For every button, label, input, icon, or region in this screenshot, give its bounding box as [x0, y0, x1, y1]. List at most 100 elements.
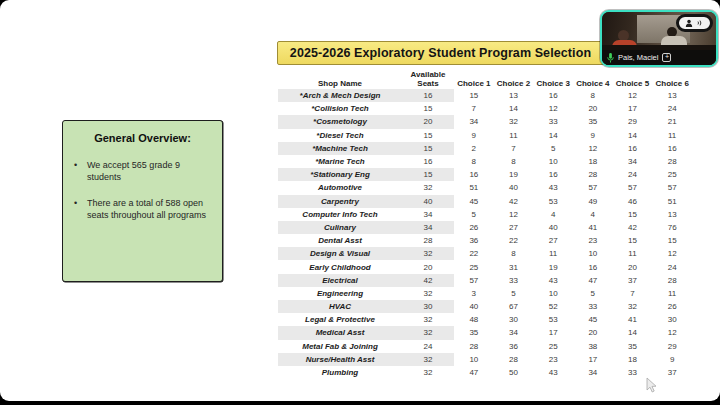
choice-3-cell: 16 [533, 89, 573, 102]
choice-4-cell: 16 [573, 260, 613, 273]
overview-bullet: We accept 565 grade 9 students [87, 159, 212, 183]
choice-2-cell: 22 [494, 234, 534, 247]
choice-5-cell: 41 [613, 313, 653, 326]
choice-3-cell: 40 [533, 221, 573, 234]
choice-1-cell: 51 [454, 181, 494, 194]
choice-4-cell: 17 [573, 353, 613, 366]
choice-1-cell: 2 [454, 142, 494, 155]
choice-5-cell: 14 [613, 129, 653, 142]
choice-4-cell: 34 [573, 366, 613, 379]
shop-name-cell: *Stationary Eng [278, 168, 402, 181]
choice-1-cell: 26 [454, 221, 494, 234]
webcam-tile[interactable]: Pais, Maciel [600, 10, 718, 67]
choice-5-cell: 24 [613, 168, 653, 181]
choice-3-cell: 43 [533, 181, 573, 194]
choice-1-cell: 57 [454, 274, 494, 287]
shop-name-cell: Culinary [278, 221, 402, 234]
shop-name-cell: *Marine Tech [278, 155, 402, 168]
choice-3-cell: 10 [533, 287, 573, 300]
table-row: Computer Info Tech34512441513 [278, 208, 692, 221]
choice-2-cell: 8 [494, 247, 534, 260]
choice-6-cell: 25 [652, 168, 692, 181]
choice-5-cell: 12 [613, 89, 653, 102]
table-row: Engineering3235105711 [278, 287, 692, 300]
choice-3-cell: 12 [533, 102, 573, 115]
available-seats-cell: 15 [402, 142, 454, 155]
person-audio-badge [676, 14, 713, 32]
available-seats-cell: 32 [402, 353, 454, 366]
choice-1-cell: 9 [454, 129, 494, 142]
available-seats-cell: 32 [402, 313, 454, 326]
table-row: *Arch & Mech Design1615131681213 [278, 89, 692, 102]
choice-6-cell: 76 [652, 221, 692, 234]
column-header: Choice 2 [494, 67, 534, 89]
choice-5-cell: 7 [613, 287, 653, 300]
table-row: Metal Fab & Joining24283625383529 [278, 340, 692, 353]
choice-4-cell: 9 [573, 129, 613, 142]
choice-2-cell: 14 [494, 102, 534, 115]
table-row: *Marine Tech168810183428 [278, 155, 692, 168]
participant-name: Pais, Maciel [618, 53, 658, 62]
table-row: Automotive32514043575757 [278, 181, 692, 194]
choice-6-cell: 11 [652, 287, 692, 300]
choice-6-cell: 12 [652, 326, 692, 339]
choice-2-cell: 8 [494, 155, 534, 168]
choice-4-cell: 20 [573, 326, 613, 339]
column-header: Shop Name [278, 67, 402, 89]
choice-2-cell: 7 [494, 142, 534, 155]
audio-waves-icon [696, 19, 704, 27]
choice-3-cell: 53 [533, 195, 573, 208]
choice-5-cell: 35 [613, 340, 653, 353]
shop-name-cell: Dental Asst [278, 234, 402, 247]
plus-box-icon[interactable] [662, 53, 671, 62]
available-seats-cell: 42 [402, 274, 454, 287]
person-icon [685, 19, 693, 27]
overview-box: General Overview: We accept 565 grade 9 … [62, 120, 223, 282]
choice-3-cell: 27 [533, 234, 573, 247]
available-seats-cell: 32 [402, 181, 454, 194]
choice-2-cell: 12 [494, 208, 534, 221]
shop-name-cell: Automotive [278, 181, 402, 194]
available-seats-cell: 20 [402, 260, 454, 273]
choice-4-cell: 20 [573, 102, 613, 115]
choice-5-cell: 29 [613, 115, 653, 128]
choice-2-cell: 34 [494, 326, 534, 339]
choice-4-cell: 57 [573, 181, 613, 194]
choice-6-cell: 28 [652, 274, 692, 287]
available-seats-cell: 15 [402, 102, 454, 115]
choice-5-cell: 15 [613, 208, 653, 221]
choice-3-cell: 4 [533, 208, 573, 221]
choice-3-cell: 11 [533, 247, 573, 260]
choice-3-cell: 16 [533, 168, 573, 181]
shop-name-cell: Engineering [278, 287, 402, 300]
available-seats-cell: 34 [402, 221, 454, 234]
shop-name-cell: Computer Info Tech [278, 208, 402, 221]
choice-2-cell: 31 [494, 260, 534, 273]
choice-1-cell: 7 [454, 102, 494, 115]
choice-5-cell: 33 [613, 366, 653, 379]
table-row: Culinary34262740414276 [278, 221, 692, 234]
choice-5-cell: 34 [613, 155, 653, 168]
table-row: Medical Asst32353417201412 [278, 326, 692, 339]
choice-3-cell: 52 [533, 300, 573, 313]
available-seats-cell: 20 [402, 115, 454, 128]
column-header: Choice 4 [573, 67, 613, 89]
choice-4-cell: 5 [573, 287, 613, 300]
choice-6-cell: 29 [652, 340, 692, 353]
shop-name-cell: *Cosmetology [278, 115, 402, 128]
choice-1-cell: 15 [454, 89, 494, 102]
choice-2-cell: 40 [494, 181, 534, 194]
choice-2-cell: 19 [494, 168, 534, 181]
choice-6-cell: 37 [652, 366, 692, 379]
choice-2-cell: 42 [494, 195, 534, 208]
available-seats-cell: 24 [402, 340, 454, 353]
column-header: Choice 3 [533, 67, 573, 89]
table-row: *Collision Tech1571412201724 [278, 102, 692, 115]
choice-4-cell: 41 [573, 221, 613, 234]
available-seats-cell: 34 [402, 208, 454, 221]
choice-3-cell: 53 [533, 313, 573, 326]
choice-3-cell: 25 [533, 340, 573, 353]
choice-6-cell: 9 [652, 353, 692, 366]
choice-6-cell: 21 [652, 115, 692, 128]
choice-2-cell: 27 [494, 221, 534, 234]
